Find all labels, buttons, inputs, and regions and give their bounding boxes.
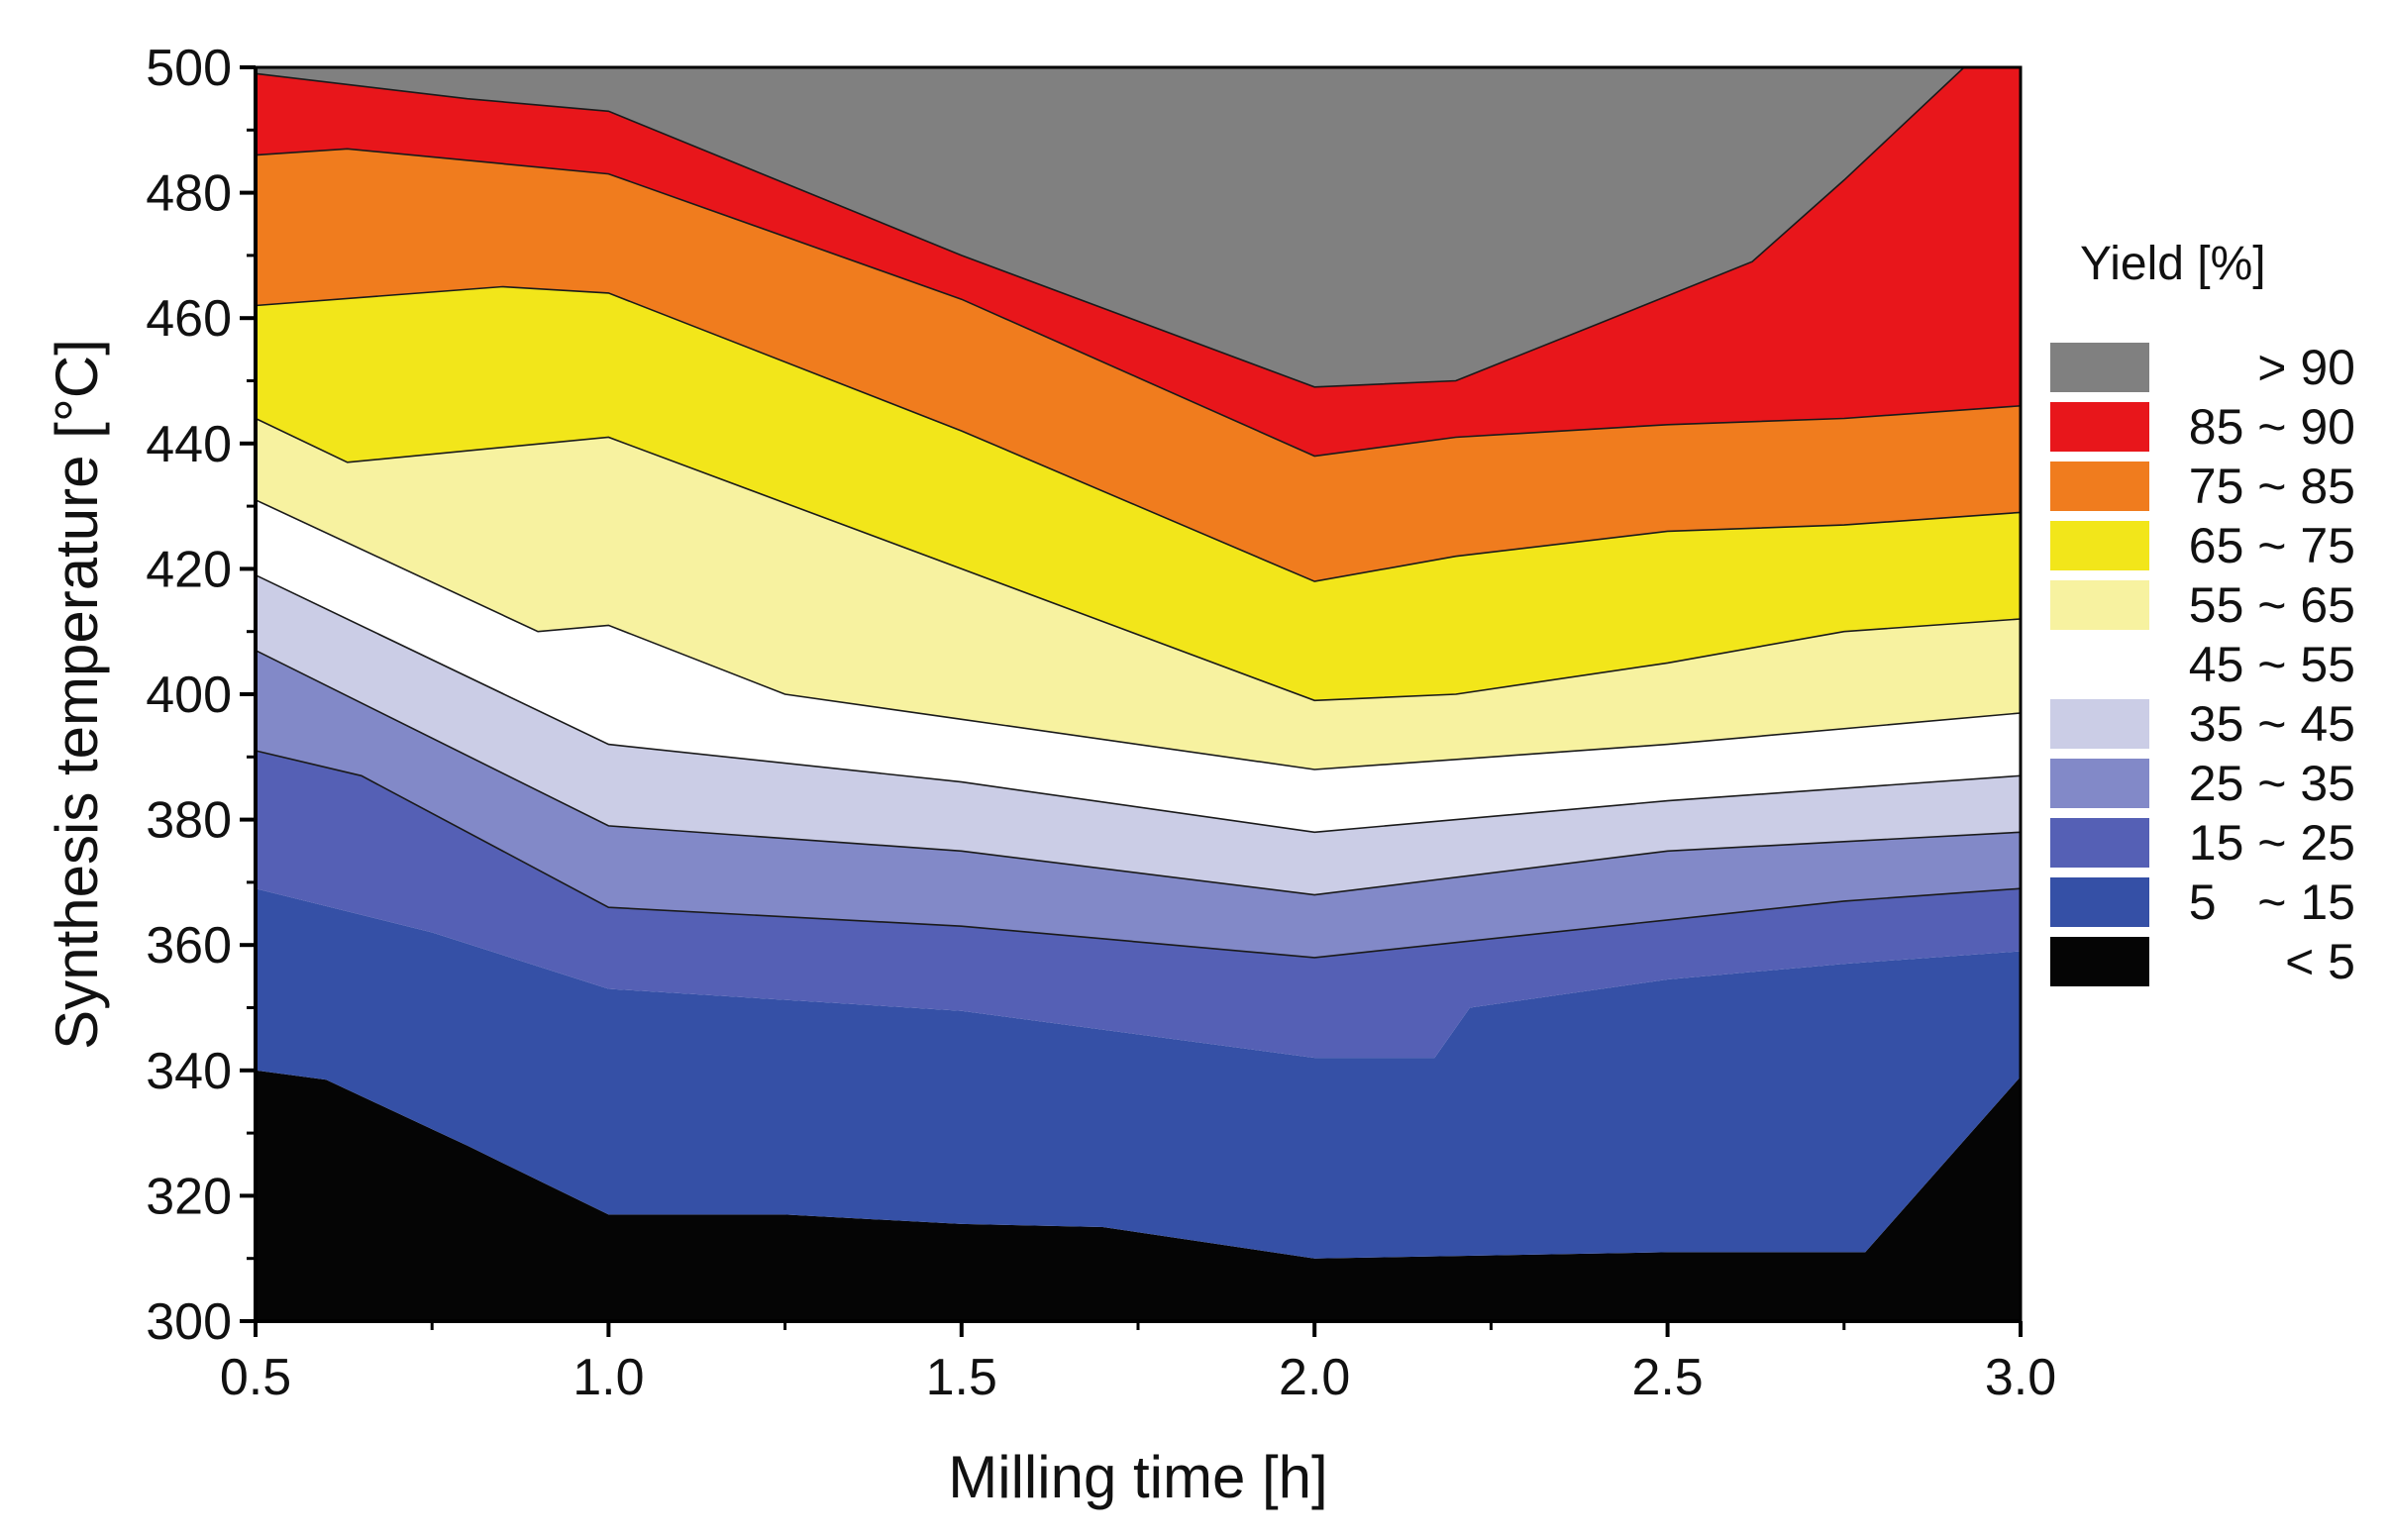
legend-swatch bbox=[2050, 699, 2149, 749]
x-tick-label: 2.0 bbox=[1279, 1349, 1350, 1406]
contour-region-25-35 bbox=[256, 650, 2021, 958]
x-tick-label: 0.5 bbox=[220, 1349, 291, 1406]
y-tick-label: 380 bbox=[146, 792, 232, 850]
y-tick-label: 360 bbox=[146, 917, 232, 975]
y-tick-label: 320 bbox=[146, 1168, 232, 1225]
legend-label: 45 ~ 55 bbox=[2189, 637, 2355, 692]
contour-region-15-25 bbox=[256, 751, 2021, 1059]
legend-label: 55 ~ 65 bbox=[2189, 577, 2355, 633]
contour-line-90 bbox=[255, 66, 2021, 388]
y-tick-label: 440 bbox=[146, 416, 232, 473]
y-tick-label: 340 bbox=[146, 1043, 232, 1100]
axes: 300 320 340 360 380 400 420 440 460 480 500 0.5 1.0 1… bbox=[146, 40, 2056, 1406]
legend-swatch bbox=[2050, 937, 2149, 986]
x-tick-label: 2.5 bbox=[1631, 1349, 1703, 1406]
legend-swatch bbox=[2050, 462, 2149, 511]
contour-line-85 bbox=[255, 148, 2022, 458]
y-tick-label: 500 bbox=[146, 40, 232, 97]
legend-label: < 5 bbox=[2285, 934, 2355, 989]
contour-line-75 bbox=[255, 285, 2022, 582]
contour-region-lt-5 bbox=[256, 1070, 2021, 1321]
contour-region-45-55 bbox=[256, 499, 2021, 833]
contour-line-55 bbox=[255, 499, 2022, 770]
contour-region-75-85 bbox=[256, 149, 2021, 582]
contour-region-5-15 bbox=[256, 888, 2021, 1259]
y-tick-label: 420 bbox=[146, 541, 232, 598]
contour-lines bbox=[255, 66, 2022, 959]
contour-line-45 bbox=[255, 573, 2022, 834]
y-tick-label: 460 bbox=[146, 290, 232, 348]
legend-swatch bbox=[2050, 343, 2149, 392]
legend-label: 25 ~ 35 bbox=[2189, 756, 2355, 811]
legend-label: 65 ~ 75 bbox=[2189, 518, 2355, 573]
legend-title: Yield [%] bbox=[2080, 238, 2266, 290]
legend-swatch bbox=[2050, 877, 2149, 927]
x-tick-label: 1.0 bbox=[572, 1349, 644, 1406]
legend-label: 15 ~ 25 bbox=[2189, 815, 2355, 871]
contour-region-55-65 bbox=[256, 418, 2021, 770]
contour-line-65 bbox=[255, 417, 2022, 702]
legend-swatch bbox=[2050, 402, 2149, 452]
legend-label: 75 ~ 85 bbox=[2189, 459, 2355, 514]
x-tick-label: 1.5 bbox=[926, 1349, 997, 1406]
y-axis-title: Synthesis temperature [°C] bbox=[44, 339, 110, 1050]
legend-swatch bbox=[2050, 818, 2149, 868]
contour-region-85-90 bbox=[256, 67, 2021, 457]
contour-line-25 bbox=[255, 750, 2022, 959]
contour-regions bbox=[256, 67, 2021, 1321]
y-tick-label: 480 bbox=[146, 165, 232, 223]
x-tick-label: 3.0 bbox=[1985, 1349, 2056, 1406]
legend-label: 35 ~ 45 bbox=[2189, 696, 2355, 752]
x-axis-title: Milling time [h] bbox=[948, 1444, 1327, 1510]
legend-swatch bbox=[2050, 580, 2149, 630]
legend-swatch bbox=[2050, 640, 2149, 689]
legend-swatch bbox=[2050, 521, 2149, 570]
contour-line-35 bbox=[255, 649, 2022, 896]
y-tick-label: 300 bbox=[146, 1293, 232, 1351]
contour-region-35-45 bbox=[256, 574, 2021, 895]
legend-label: 5 ~ 15 bbox=[2189, 874, 2355, 930]
legend-label: 85 ~ 90 bbox=[2189, 399, 2355, 455]
y-tick-label: 400 bbox=[146, 667, 232, 724]
contour-region-65-75 bbox=[256, 286, 2021, 701]
legend-swatch bbox=[2050, 759, 2149, 808]
legend-label: > 90 bbox=[2257, 340, 2355, 395]
